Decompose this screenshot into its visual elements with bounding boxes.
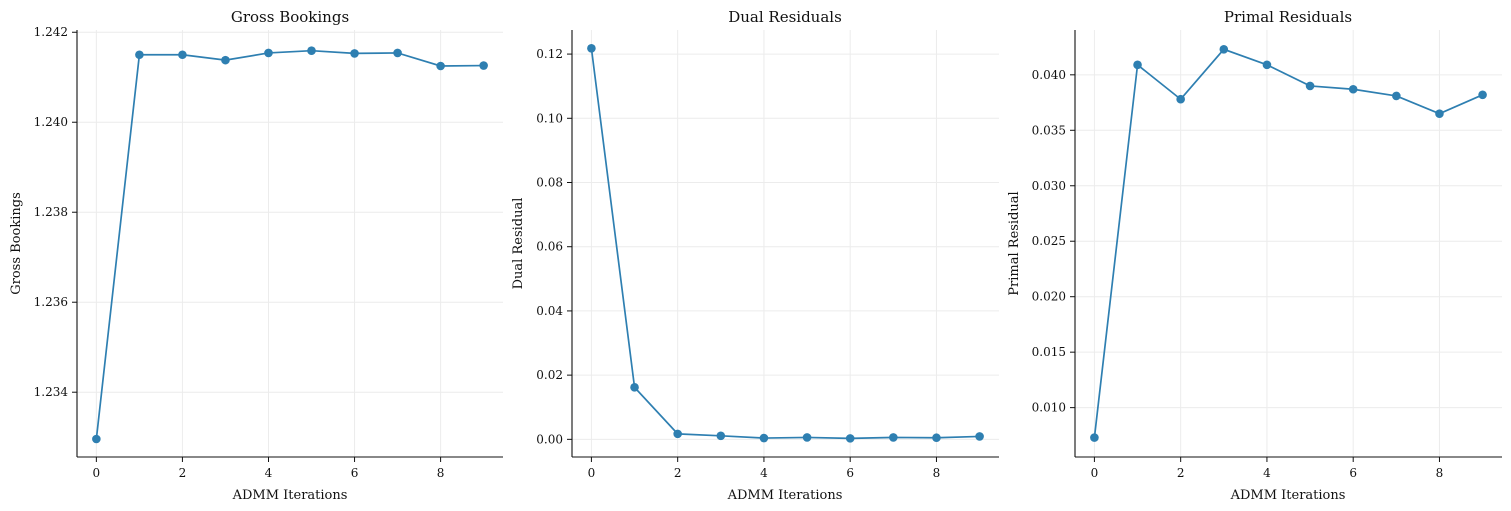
data-point xyxy=(716,431,726,441)
data-point xyxy=(802,433,812,442)
x-tick-label: 6 xyxy=(351,466,359,480)
data-point xyxy=(587,44,596,53)
x-tick-label: 8 xyxy=(933,466,941,480)
x-tick-label: 2 xyxy=(1177,466,1185,480)
series-polyline xyxy=(95,49,484,440)
y-tick-label: 0.015 xyxy=(1032,345,1066,359)
y-axis-label: Dual Residual xyxy=(511,198,526,290)
y-tick-label: 0.010 xyxy=(1032,401,1066,415)
series-polyline xyxy=(590,48,980,440)
y-tick-label: 0.02 xyxy=(536,368,563,382)
data-points xyxy=(1090,45,1487,442)
y-tick-label: 0.10 xyxy=(536,111,563,125)
data-point xyxy=(1176,94,1185,104)
y-tick-label: 0.06 xyxy=(536,240,563,254)
grid-lines xyxy=(572,30,999,457)
x-tick-label: 8 xyxy=(437,466,445,480)
x-tick-label: 4 xyxy=(265,466,273,480)
data-point xyxy=(436,61,445,71)
data-point xyxy=(1262,60,1272,70)
y-tick-label: 0.025 xyxy=(1032,234,1066,248)
data-point xyxy=(92,434,101,444)
data-points xyxy=(92,46,488,444)
data-point xyxy=(1133,60,1142,70)
data-point xyxy=(845,434,855,443)
data-point xyxy=(759,433,769,443)
series-polyline xyxy=(1093,48,1483,438)
chart-title: Gross Bookings xyxy=(231,8,349,26)
x-tick-label: 6 xyxy=(846,466,854,480)
data-point xyxy=(178,50,187,60)
series-line xyxy=(1093,48,1483,438)
y-tick-labels: 0.00 0.02 0.04 0.06 0.08 0.10 0.12 xyxy=(536,47,563,446)
y-tick-label: 0.040 xyxy=(1032,68,1066,82)
data-point xyxy=(1478,90,1487,100)
y-tick-label: 0.08 xyxy=(536,176,563,190)
y-axis-label: Gross Bookings xyxy=(9,192,24,295)
y-tick-label: 0.020 xyxy=(1032,290,1066,304)
data-point xyxy=(264,48,273,58)
data-point xyxy=(307,46,316,55)
chart-title: Dual Residuals xyxy=(728,8,842,26)
axes xyxy=(72,30,503,462)
y-tick-label: 1.234 xyxy=(34,385,69,399)
data-point xyxy=(1305,81,1315,91)
y-tick-label: 1.240 xyxy=(34,115,68,129)
data-point xyxy=(1348,84,1358,94)
x-axis-label: ADMM Iterations xyxy=(727,488,843,503)
series-line xyxy=(590,48,980,440)
data-point xyxy=(135,50,144,60)
data-point xyxy=(932,433,941,443)
y-tick-labels: 1.234 1.236 1.238 1.240 1.242 xyxy=(34,25,69,399)
chart-dual-residuals: 0 2 4 6 8 0.00 0.02 0.04 0.06 0.08 0.10 0.12 Dual … xyxy=(511,8,999,503)
data-point xyxy=(630,383,639,392)
x-tick-labels: 0 2 4 6 8 xyxy=(93,466,445,480)
x-tick-label: 2 xyxy=(179,466,187,480)
x-tick-labels: 0 2 4 6 8 xyxy=(1091,466,1444,480)
x-tick-label: 8 xyxy=(1436,466,1444,480)
x-axis-label: ADMM Iterations xyxy=(1230,488,1346,503)
y-tick-label: 0.035 xyxy=(1032,123,1066,137)
grid-lines xyxy=(77,30,503,457)
data-point xyxy=(1435,109,1444,118)
y-axis-label: Primal Residual xyxy=(1007,191,1022,295)
x-tick-label: 4 xyxy=(760,466,768,480)
axes xyxy=(1070,30,1502,462)
axes xyxy=(567,30,999,462)
chart-gross-bookings: 0 2 4 6 8 1.234 1.236 1.238 1.240 1.242 Gross Bo… xyxy=(9,8,503,503)
grid-lines xyxy=(1075,30,1502,457)
x-tick-label: 0 xyxy=(93,466,101,480)
x-tick-label: 4 xyxy=(1263,466,1271,480)
chart-title: Primal Residuals xyxy=(1224,8,1352,26)
data-point xyxy=(393,48,402,58)
y-tick-label: 0.00 xyxy=(536,432,563,446)
y-tick-label: 0.04 xyxy=(536,304,563,318)
x-tick-label: 0 xyxy=(588,466,596,480)
y-tick-label: 1.236 xyxy=(34,295,68,309)
y-tick-label: 0.030 xyxy=(1032,179,1066,193)
data-point xyxy=(1219,45,1229,54)
series-line xyxy=(95,49,484,440)
y-tick-label: 0.12 xyxy=(536,47,563,61)
x-tick-label: 2 xyxy=(674,466,682,480)
data-point xyxy=(673,429,682,439)
data-point xyxy=(1392,91,1401,101)
y-tick-labels: 0.010 0.015 0.020 0.025 0.030 0.035 0.040 xyxy=(1032,68,1066,415)
chart-primal-residuals: 0 2 4 6 8 0.010 0.015 0.020 0.025 0.030 0.035 0.04… xyxy=(1007,8,1502,503)
data-point xyxy=(350,49,359,58)
data-point xyxy=(1090,433,1099,442)
y-tick-label: 1.242 xyxy=(34,25,68,39)
x-tick-label: 6 xyxy=(1349,466,1357,480)
x-tick-label: 0 xyxy=(1091,466,1099,480)
data-point xyxy=(479,61,488,70)
x-axis-label: ADMM Iterations xyxy=(232,488,348,503)
y-tick-label: 1.238 xyxy=(34,205,68,219)
data-points xyxy=(587,44,984,443)
x-tick-labels: 0 2 4 6 8 xyxy=(588,466,941,480)
data-point xyxy=(975,432,984,441)
data-point xyxy=(221,55,230,65)
data-point xyxy=(889,433,898,442)
